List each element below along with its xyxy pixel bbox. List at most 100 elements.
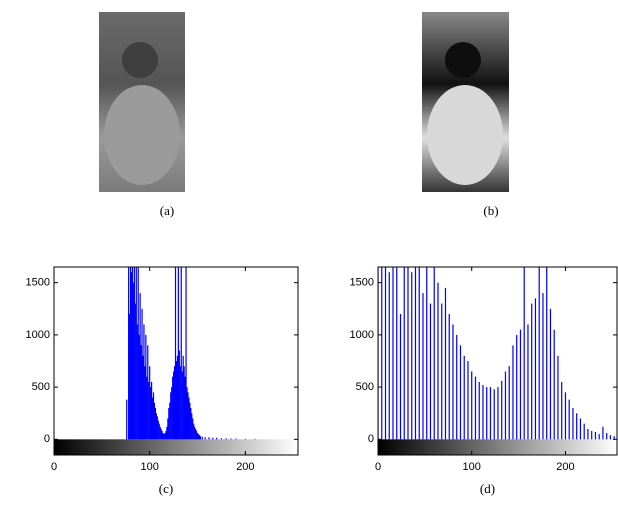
bar xyxy=(154,408,157,440)
bar xyxy=(195,430,198,440)
bar xyxy=(155,413,157,440)
bar xyxy=(188,397,190,440)
bar xyxy=(403,267,405,440)
x-tick-label: 100 xyxy=(463,461,481,473)
bar xyxy=(126,399,128,440)
caption: (c) xyxy=(159,481,173,496)
bar xyxy=(463,355,465,440)
bar xyxy=(478,381,480,440)
bar xyxy=(471,371,473,440)
bar xyxy=(175,361,178,440)
bar xyxy=(531,303,533,440)
bar xyxy=(433,267,435,440)
bar xyxy=(512,345,514,440)
bar xyxy=(564,392,567,440)
bar xyxy=(609,435,612,440)
bar xyxy=(201,436,203,440)
bar xyxy=(180,267,182,440)
bar xyxy=(139,293,141,440)
bar xyxy=(606,433,608,440)
bar xyxy=(186,387,188,440)
bar xyxy=(166,426,168,440)
bar xyxy=(163,434,165,440)
bar xyxy=(396,267,398,440)
bar xyxy=(146,376,148,440)
colorbar xyxy=(378,439,617,455)
y-tick-label: 1500 xyxy=(350,277,374,289)
bar xyxy=(244,438,246,440)
bar xyxy=(161,430,163,440)
bar xyxy=(546,267,548,440)
bar xyxy=(173,366,176,440)
bar xyxy=(189,402,191,440)
bar xyxy=(150,387,152,440)
bar xyxy=(534,298,537,440)
bar xyxy=(172,376,174,440)
bar xyxy=(197,434,200,440)
bar xyxy=(165,430,167,440)
bar xyxy=(171,387,173,440)
y-tick-label: 0 xyxy=(368,433,374,445)
bar xyxy=(467,361,469,440)
bar xyxy=(576,413,578,440)
image-figure xyxy=(104,85,180,185)
bar xyxy=(153,402,156,440)
bar xyxy=(182,355,184,440)
caption: (a) xyxy=(160,203,174,218)
bar xyxy=(230,438,232,440)
bar xyxy=(168,408,170,440)
bar xyxy=(147,345,149,440)
bar xyxy=(613,436,615,440)
bar xyxy=(598,434,600,440)
bar xyxy=(192,418,194,440)
bar xyxy=(177,267,179,440)
bar xyxy=(159,426,161,440)
bar xyxy=(594,432,597,440)
bar xyxy=(162,433,164,440)
bar xyxy=(225,438,227,440)
image-figure xyxy=(122,42,158,78)
bar xyxy=(493,389,495,440)
y-tick-label: 1000 xyxy=(26,329,50,341)
bar xyxy=(553,329,555,440)
bar xyxy=(169,402,171,440)
bar xyxy=(429,303,432,440)
bar xyxy=(187,392,189,440)
bar xyxy=(128,314,131,440)
bar xyxy=(196,433,199,440)
bar xyxy=(204,437,206,440)
bar xyxy=(194,426,196,440)
bar xyxy=(151,381,153,440)
bar xyxy=(134,303,136,440)
bar xyxy=(193,423,195,440)
bar xyxy=(407,267,409,440)
bar xyxy=(212,437,214,440)
y-tick-label: 1000 xyxy=(350,329,374,341)
bar xyxy=(167,418,169,440)
bar xyxy=(140,345,142,440)
plot xyxy=(54,267,298,455)
bar xyxy=(216,437,218,440)
bar xyxy=(129,267,132,440)
bar xyxy=(173,371,175,440)
bar xyxy=(557,355,559,440)
bar xyxy=(399,314,402,440)
bar xyxy=(133,267,135,440)
bar xyxy=(474,376,477,440)
bar xyxy=(220,438,223,440)
bar xyxy=(152,392,155,440)
y-tick-label: 500 xyxy=(32,381,50,393)
bar xyxy=(392,267,394,440)
bar xyxy=(191,413,193,440)
bar xyxy=(199,436,201,440)
plot xyxy=(378,267,617,455)
axes-box xyxy=(53,266,299,456)
bar xyxy=(579,418,582,440)
bar xyxy=(174,267,177,440)
y-tick-label: 0 xyxy=(44,433,50,445)
bar xyxy=(156,416,158,440)
bar xyxy=(602,426,604,440)
image-figure xyxy=(445,42,481,78)
caption: (b) xyxy=(483,203,498,218)
